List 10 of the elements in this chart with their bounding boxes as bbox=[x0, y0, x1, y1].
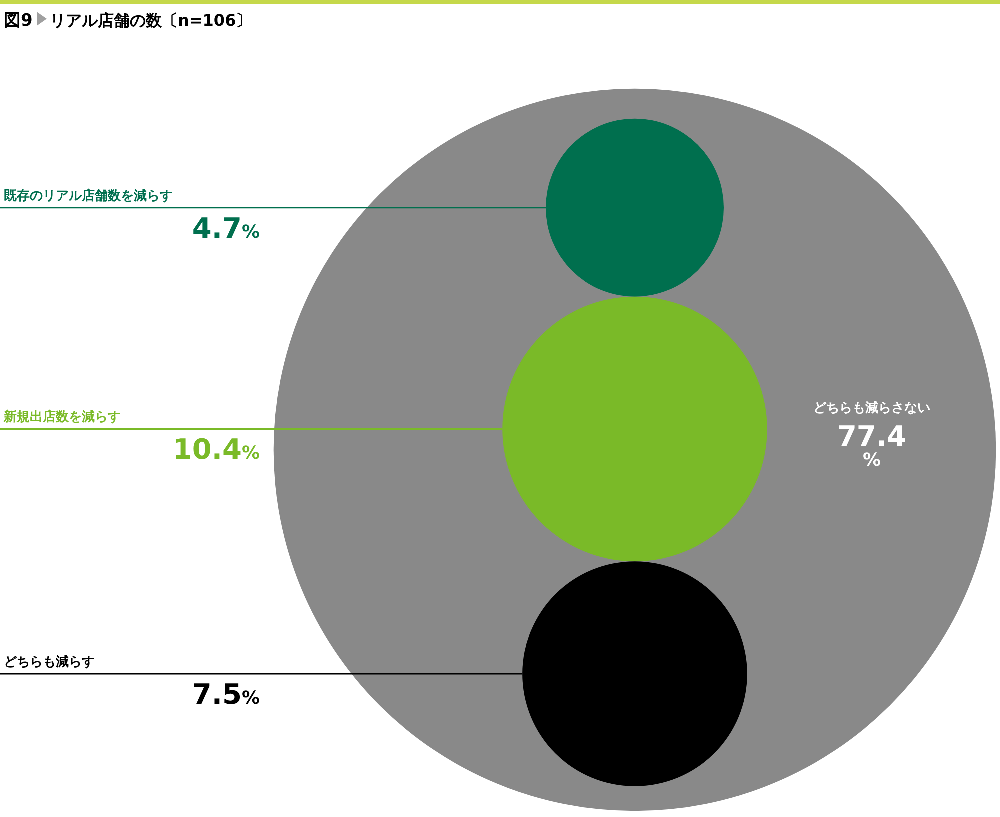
data-label: 10.4% bbox=[172, 433, 260, 466]
category-label: どちらも減らさない bbox=[814, 401, 930, 416]
data-label: 7.5% bbox=[192, 678, 260, 712]
category-label: どちらも減らす bbox=[4, 655, 95, 670]
text: リアル店舗の数〔n=106〕 bbox=[50, 11, 252, 30]
text: 図9 bbox=[4, 11, 33, 31]
category-label: 新規出店数を減らす bbox=[3, 409, 121, 426]
category-label: 既存のリアル店舗数を減らす bbox=[4, 188, 173, 204]
data-label: 4.7% bbox=[192, 212, 260, 245]
data-label: 77.4% bbox=[837, 420, 907, 471]
